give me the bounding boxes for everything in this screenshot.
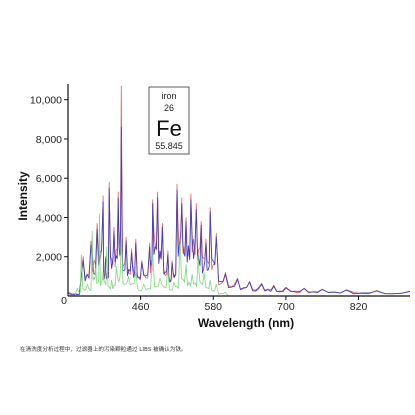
y-tick-label: 2,000 xyxy=(36,252,62,264)
series-line-1 xyxy=(67,85,411,295)
element-card-border xyxy=(148,86,190,155)
element-name: iron xyxy=(161,91,176,101)
y-tick-label: 6,000 xyxy=(36,173,62,185)
y-axis-title: Intensity xyxy=(16,171,30,221)
atomic-number: 26 xyxy=(164,103,174,113)
figure-caption: 在清洗度分析过程中，过滤器上的污染颗粒通过 LIBS 被确认为铁。 xyxy=(20,347,187,353)
y-tick-label: 8,000 xyxy=(36,134,62,146)
x-tick-label: 820 xyxy=(350,301,368,313)
series-line-2 xyxy=(67,126,411,296)
series-line-3 xyxy=(68,213,238,297)
atomic-mass: 55.845 xyxy=(155,141,183,151)
element-card: iron 26 Fe 55.845 xyxy=(148,86,190,155)
x-tick-label: 700 xyxy=(277,301,295,313)
x-tick-label: 580 xyxy=(205,301,223,313)
element-symbol: Fe xyxy=(156,116,182,141)
y-tick-label: 4,000 xyxy=(36,212,62,224)
x-axis-title: Wavelength (nm) xyxy=(198,316,294,330)
x-origin-label: 0 xyxy=(61,295,67,307)
ticks-layer: 460 580 700 820 2,000 4,000 6,000 8,000 10,000 xyxy=(30,95,368,313)
y-tick-label: 10,000 xyxy=(30,95,62,107)
x-tick-label: 460 xyxy=(132,301,150,313)
series-layer xyxy=(67,85,411,297)
